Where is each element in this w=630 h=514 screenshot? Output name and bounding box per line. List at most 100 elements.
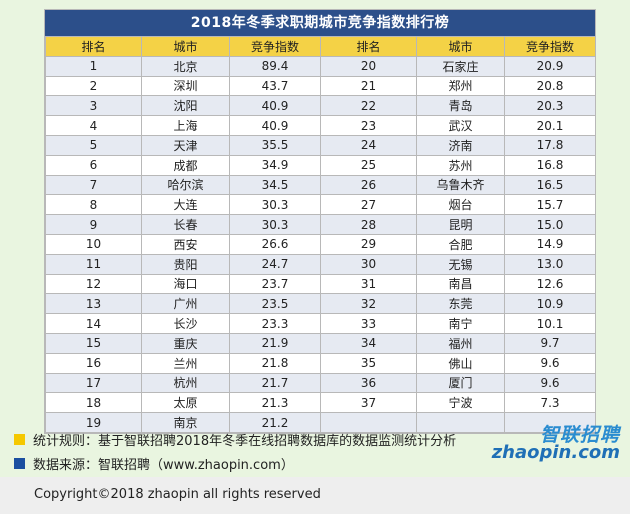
rank-cell: 5 [45, 134, 142, 156]
index-cell: 13.0 [504, 253, 596, 275]
ranking-table: 排名 城市 竞争指数 排名 城市 竞争指数 1 北京 89.4 20 石家庄 20.9 2 深… [45, 36, 596, 433]
index-cell: 23.5 [229, 293, 321, 315]
city-cell: 太原 [141, 392, 230, 414]
rank-cell: 25 [320, 154, 417, 176]
rank-cell: 36 [320, 372, 417, 394]
city-cell: 烟台 [416, 194, 505, 216]
footer: Copyright©2018 zhaopin all rights reserv… [0, 477, 630, 514]
city-cell: 西安 [141, 233, 230, 255]
table-row: 9 长春 30.3 28 昆明 15.0 [45, 214, 596, 235]
city-cell: 兰州 [141, 352, 230, 374]
city-cell: 南昌 [416, 273, 505, 295]
index-cell: 43.7 [229, 75, 321, 97]
index-cell: 21.9 [229, 332, 321, 354]
index-cell: 24.7 [229, 253, 321, 275]
table-row: 10 西安 26.6 29 合肥 14.9 [45, 233, 596, 255]
blue-square-icon [14, 458, 25, 469]
index-cell: 20.8 [504, 75, 596, 97]
city-cell: 无锡 [416, 253, 505, 275]
city-cell: 天津 [141, 134, 230, 156]
table-row: 7 哈尔滨 34.5 26 乌鲁木齐 16.5 [45, 174, 596, 196]
rank-cell: 37 [320, 392, 417, 414]
city-cell: 济南 [416, 134, 505, 156]
rank-cell: 9 [45, 214, 142, 235]
rank-cell: 30 [320, 253, 417, 275]
ranking-table-panel: 2018年冬季求职期城市竞争指数排行榜 排名 城市 竞争指数 排名 城市 竞争指… [44, 9, 596, 434]
table-row: 3 沈阳 40.9 22 青岛 20.3 [45, 95, 596, 117]
table-row: 8 大连 30.3 27 烟台 15.7 [45, 194, 596, 216]
index-cell: 9.7 [504, 332, 596, 354]
legend-rule: 统计规则：基于智联招聘2018年冬季在线招聘数据库的数据监测统计分析 [14, 430, 456, 449]
index-cell: 34.5 [229, 174, 321, 196]
index-cell: 17.8 [504, 134, 596, 156]
rank-cell: 7 [45, 174, 142, 196]
index-cell: 89.4 [229, 55, 321, 77]
city-cell: 青岛 [416, 95, 505, 117]
table-row: 4 上海 40.9 23 武汉 20.1 [45, 115, 596, 136]
city-cell: 杭州 [141, 372, 230, 394]
city-cell: 海口 [141, 273, 230, 295]
city-cell: 北京 [141, 55, 230, 77]
index-cell: 20.9 [504, 55, 596, 77]
logo-cn-text: 智联招聘 [539, 424, 620, 446]
index-cell: 40.9 [229, 95, 321, 117]
table-row: 5 天津 35.5 24 济南 17.8 [45, 134, 596, 156]
table-row: 6 成都 34.9 25 苏州 16.8 [45, 154, 596, 176]
index-cell: 16.5 [504, 174, 596, 196]
table-row: 1 北京 89.4 20 石家庄 20.9 [45, 55, 596, 77]
rank-cell: 27 [320, 194, 417, 216]
rank-cell: 19 [45, 412, 142, 433]
table-row: 14 长沙 23.3 33 南宁 10.1 [45, 313, 596, 334]
city-cell: 重庆 [141, 332, 230, 354]
index-cell: 20.1 [504, 115, 596, 136]
city-cell: 南宁 [416, 313, 505, 334]
rank-cell: 24 [320, 134, 417, 156]
legend-rule-text: 统计规则：基于智联招聘2018年冬季在线招聘数据库的数据监测统计分析 [33, 434, 457, 449]
header-rank-right: 排名 [320, 36, 417, 57]
index-cell: 9.6 [504, 372, 596, 394]
index-cell: 21.7 [229, 372, 321, 394]
table-row: 16 兰州 21.8 35 佛山 9.6 [45, 352, 596, 374]
rank-cell: 28 [320, 214, 417, 235]
city-cell: 深圳 [141, 75, 230, 97]
city-cell [416, 412, 505, 433]
rank-cell: 35 [320, 352, 417, 374]
legend-source: 数据来源：智联招聘（www.zhaopin.com） [14, 454, 294, 473]
rank-cell: 6 [45, 154, 142, 176]
header-city-right: 城市 [416, 36, 505, 57]
rank-cell: 17 [45, 372, 142, 394]
rank-cell: 1 [45, 55, 142, 77]
rank-cell: 29 [320, 233, 417, 255]
rank-cell: 33 [320, 313, 417, 334]
city-cell: 大连 [141, 194, 230, 216]
header-city-left: 城市 [141, 36, 230, 57]
index-cell: 9.6 [504, 352, 596, 374]
index-cell: 26.6 [229, 233, 321, 255]
rank-cell: 31 [320, 273, 417, 295]
legend-source-text: 数据来源：智联招聘（www.zhaopin.com） [33, 458, 294, 473]
rank-cell: 14 [45, 313, 142, 334]
rank-cell: 3 [45, 95, 142, 117]
index-cell: 21.3 [229, 392, 321, 414]
rank-cell: 12 [45, 273, 142, 295]
table-row: 2 深圳 43.7 21 郑州 20.8 [45, 75, 596, 97]
index-cell: 10.1 [504, 313, 596, 334]
rank-cell: 34 [320, 332, 417, 354]
index-cell: 7.3 [504, 392, 596, 414]
rank-cell: 11 [45, 253, 142, 275]
index-cell: 14.9 [504, 233, 596, 255]
table-row: 15 重庆 21.9 34 福州 9.7 [45, 332, 596, 354]
table-row: 19 南京 21.2 [45, 412, 596, 433]
city-cell: 沈阳 [141, 95, 230, 117]
rank-cell: 16 [45, 352, 142, 374]
city-cell: 长春 [141, 214, 230, 235]
city-cell: 昆明 [416, 214, 505, 235]
rank-cell: 22 [320, 95, 417, 117]
rank-cell: 15 [45, 332, 142, 354]
index-cell: 34.9 [229, 154, 321, 176]
rank-cell: 13 [45, 293, 142, 315]
index-cell: 15.7 [504, 194, 596, 216]
city-cell: 南京 [141, 412, 230, 433]
table-row: 11 贵阳 24.7 30 无锡 13.0 [45, 253, 596, 275]
city-cell: 石家庄 [416, 55, 505, 77]
